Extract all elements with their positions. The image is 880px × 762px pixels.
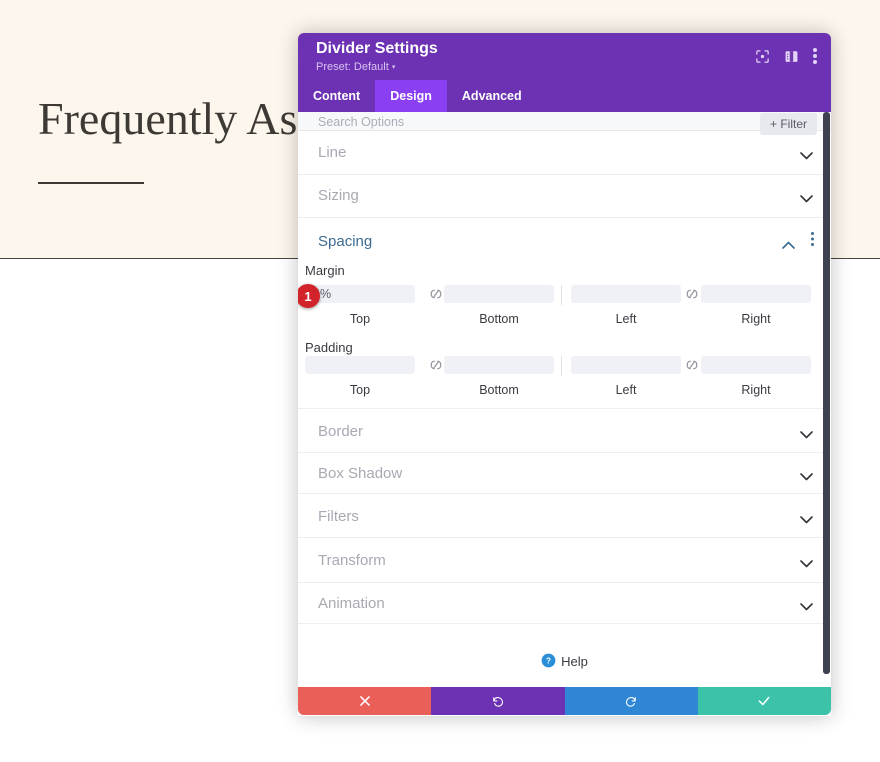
svg-text:?: ? [546, 656, 551, 665]
